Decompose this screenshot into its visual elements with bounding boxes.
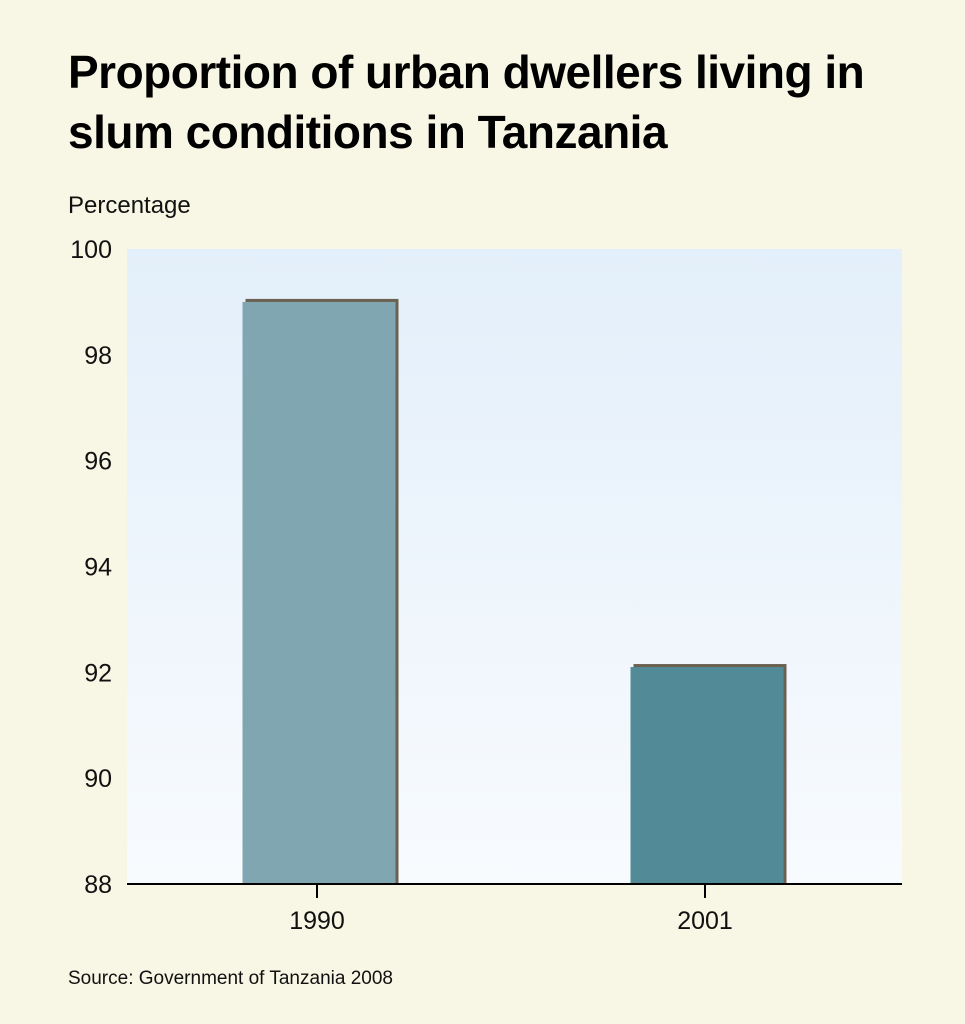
y-tick-label: 100 [70,236,112,264]
y-axis-label: Percentage [68,192,191,219]
y-tick-label: 96 [84,448,112,476]
y-tick-label: 88 [84,871,112,899]
y-tick-label: 90 [84,765,112,793]
bar-1990 [242,301,396,885]
y-tick-label: 92 [84,659,112,687]
y-tick-label: 98 [84,342,112,370]
y-tick-label: 94 [84,554,112,582]
x-tick-label: 1990 [289,907,345,935]
source-note: Source: Government of Tanzania 2008 [68,968,393,989]
bar-2001 [630,667,784,884]
x-tick-label: 2001 [677,907,733,935]
chart-title: Proportion of urban dwellers living in s… [68,46,865,158]
